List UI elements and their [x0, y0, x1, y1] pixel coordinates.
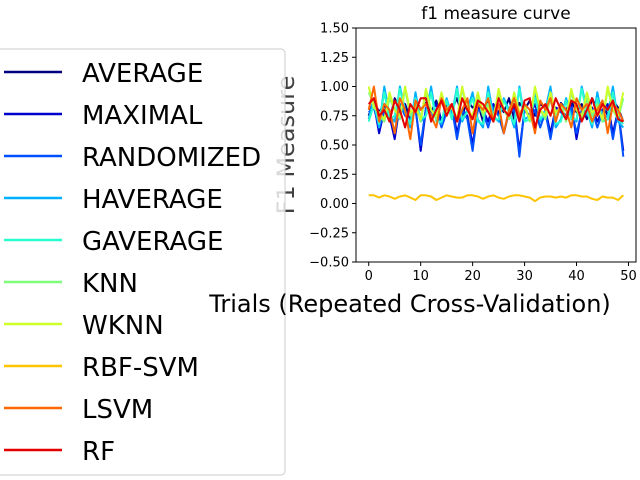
chart-title: f1 measure curve [421, 4, 570, 24]
series-line-gaverage [367, 87, 624, 125]
legend-label: RANDOMIZED [82, 143, 261, 173]
y-tick-label: 0.50 [320, 139, 349, 154]
legend-box [0, 48, 286, 476]
y-tick-label: 0.25 [320, 168, 349, 183]
x-tick-label: 40 [568, 269, 585, 284]
series-line-rbf-svm [368, 194, 624, 203]
axis-ticks: 0 10 20 30 40 50 −0.50 −0.25 0.00 0.25 0.50 0.75 1.0… [309, 22, 637, 285]
legend-label: WKNN [82, 311, 164, 341]
y-tick-label: 1.25 [320, 51, 349, 66]
legend-label: RF [82, 437, 115, 467]
y-tick-label: 1.00 [320, 80, 349, 95]
plot-frame [355, 27, 637, 263]
axes-frame [355, 27, 637, 263]
series-line-wknn [367, 85, 625, 121]
x-axis-label: Trials (Repeated Cross-Validation) [208, 290, 611, 318]
y-tick-label: 1.50 [320, 22, 349, 37]
x-tick-label: 0 [365, 269, 373, 284]
y-tick-label: 0.00 [320, 197, 349, 212]
y-tick-label: 0.75 [320, 109, 349, 124]
legend-label: HAVERAGE [82, 185, 223, 215]
series-lines [367, 85, 625, 203]
legend-label: RBF-SVM [82, 353, 199, 383]
legend-label: KNN [82, 269, 138, 299]
legend-label: LSVM [82, 395, 153, 425]
x-tick-label: 10 [412, 269, 429, 284]
y-tick-label: −0.50 [309, 256, 349, 271]
legend-label: MAXIMAL [82, 101, 203, 131]
legend-label: AVERAGE [82, 59, 203, 89]
legend: AVERAGE MAXIMAL RANDOMIZED HAVERAGE GAVERAGE… [0, 48, 286, 476]
legend-label: GAVERAGE [82, 227, 223, 257]
y-tick-label: −0.25 [309, 226, 349, 241]
series-line-rf [367, 97, 624, 129]
x-tick-label: 50 [620, 269, 637, 284]
x-tick-label: 30 [516, 269, 533, 284]
x-tick-label: 20 [464, 269, 481, 284]
